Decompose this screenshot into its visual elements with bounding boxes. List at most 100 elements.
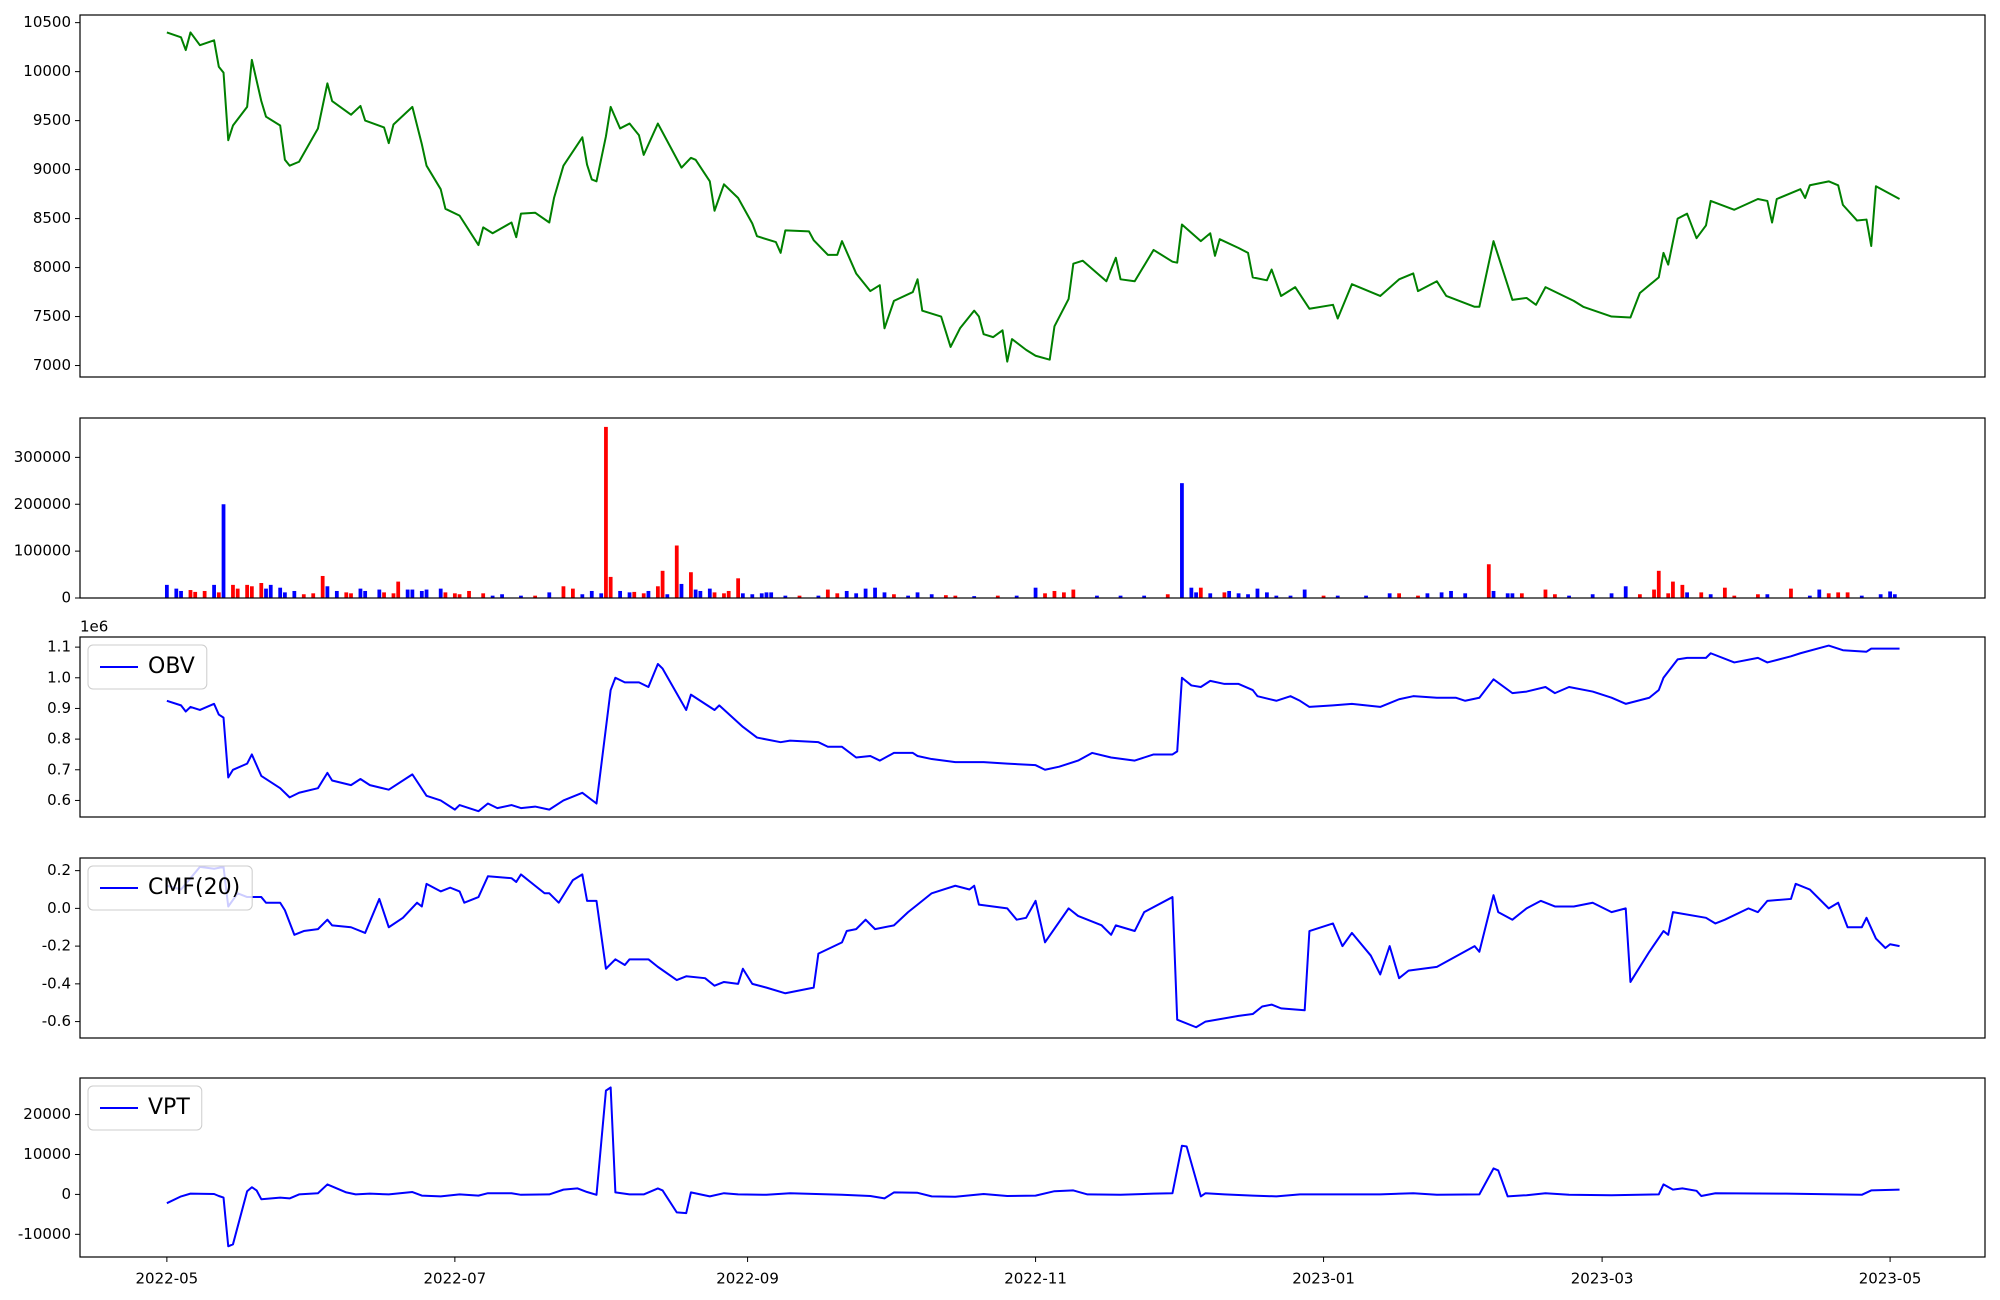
y-tick-label: 0 xyxy=(61,1185,71,1203)
bar xyxy=(972,596,977,598)
bar xyxy=(249,586,254,598)
legend: CMF(20) xyxy=(87,865,253,911)
bar xyxy=(604,426,608,598)
bar xyxy=(283,592,287,598)
y-offset-label: 1e6 xyxy=(80,618,108,636)
bar xyxy=(1052,590,1057,598)
bar xyxy=(1732,595,1737,598)
bar xyxy=(854,593,859,598)
bar xyxy=(655,586,660,598)
bar xyxy=(377,589,382,598)
axes-frame xyxy=(79,636,1986,818)
bar xyxy=(1463,593,1468,598)
bar xyxy=(1590,594,1595,598)
bar xyxy=(1189,587,1194,598)
bar xyxy=(202,590,207,598)
bar xyxy=(882,592,887,598)
bar xyxy=(759,593,764,598)
x-tick-label: 2022-07 xyxy=(424,1270,487,1288)
y-tick-label: 7500 xyxy=(33,307,71,325)
bar xyxy=(1014,595,1019,598)
bar xyxy=(632,591,637,598)
bar xyxy=(750,594,755,598)
bar xyxy=(311,593,316,598)
legend-box xyxy=(87,865,253,911)
y-tick-label: 8500 xyxy=(33,209,71,227)
bar xyxy=(396,581,401,598)
bar xyxy=(1439,592,1444,598)
bar xyxy=(693,589,698,598)
bar xyxy=(1288,595,1293,598)
legend-label: CMF(20) xyxy=(148,875,240,900)
bar xyxy=(722,593,726,598)
bar xyxy=(1165,594,1170,598)
bar xyxy=(292,590,297,598)
y-tick-label: 0.8 xyxy=(47,730,71,748)
y-tick-label: 20000 xyxy=(23,1105,71,1123)
x-tick-label: 2023-03 xyxy=(1571,1270,1634,1288)
bar xyxy=(174,588,179,598)
bar xyxy=(892,594,896,598)
x-tick-label: 2022-11 xyxy=(1004,1270,1067,1288)
bar xyxy=(1722,587,1727,598)
bar xyxy=(264,588,268,598)
axes-frame xyxy=(79,417,1986,599)
bar xyxy=(216,592,221,598)
bar xyxy=(1071,589,1076,598)
x-tick-label: 2023-05 xyxy=(1859,1270,1922,1288)
bar xyxy=(533,595,538,598)
bar xyxy=(1302,589,1307,598)
bar xyxy=(547,592,552,598)
bar xyxy=(1699,592,1704,598)
panel: 0.6 0.7 0.8 0.9 1.0 1.1 1e6 OBV xyxy=(47,618,1986,818)
bar xyxy=(1685,592,1689,598)
bar xyxy=(419,590,424,598)
bar xyxy=(953,595,958,598)
bar xyxy=(278,587,283,598)
bar xyxy=(1510,593,1515,598)
bar xyxy=(1194,592,1198,598)
bar xyxy=(363,590,368,598)
bar xyxy=(1265,592,1269,598)
bar xyxy=(1756,594,1760,598)
bar xyxy=(1836,592,1841,598)
bar xyxy=(344,592,349,598)
bar xyxy=(467,590,471,598)
bar xyxy=(1222,592,1227,598)
legend-label: VPT xyxy=(148,1095,190,1120)
y-tick-label: 0.9 xyxy=(47,699,71,717)
axes-frame xyxy=(79,14,1986,378)
bar xyxy=(1227,590,1232,598)
y-tick-label: 0.6 xyxy=(47,791,71,809)
bar xyxy=(221,504,226,598)
bar xyxy=(235,588,240,598)
y-tick-label: 300000 xyxy=(14,448,71,466)
bar xyxy=(358,588,363,598)
bar xyxy=(825,589,830,598)
bar xyxy=(1364,595,1368,598)
bar xyxy=(443,592,448,598)
x-tick-label: 2022-09 xyxy=(716,1270,779,1288)
bar xyxy=(410,589,415,598)
line-series xyxy=(166,1086,1900,1248)
bar xyxy=(1826,593,1831,598)
panel: -0.6 -0.4 -0.2 0.0 0.2 CMF(20) xyxy=(42,857,1986,1039)
y-tick-label: 0 xyxy=(61,589,71,607)
bar xyxy=(500,594,504,598)
y-tick-label: 0.7 xyxy=(47,760,71,778)
bar xyxy=(301,594,306,598)
bar xyxy=(1623,586,1628,598)
bar xyxy=(1142,595,1147,598)
legend: VPT xyxy=(87,1085,203,1131)
bar xyxy=(736,578,741,598)
bar xyxy=(231,584,235,598)
bar xyxy=(1505,593,1510,598)
bar xyxy=(193,591,198,598)
bar xyxy=(1486,564,1491,598)
bar xyxy=(641,593,646,598)
y-tick-label: 200000 xyxy=(14,495,71,513)
y-tick-label: 8000 xyxy=(33,258,71,276)
bar xyxy=(1765,594,1770,598)
bar xyxy=(1043,593,1047,598)
bar xyxy=(188,590,193,598)
